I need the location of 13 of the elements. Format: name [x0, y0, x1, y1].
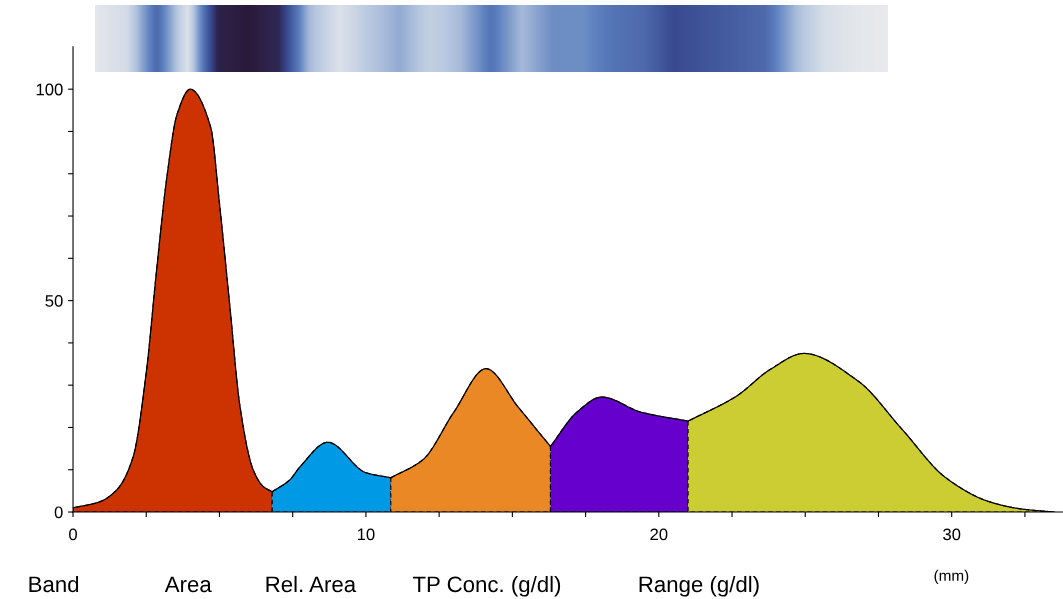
x-axis-title: (mm) — [934, 569, 969, 585]
text: Band — [29, 575, 79, 593]
x-tick-label: 30 — [943, 528, 961, 541]
x-tick-label: 10 — [357, 528, 375, 541]
text: Area — [164, 576, 212, 593]
y-tick-label: 0 — [54, 506, 63, 519]
x-tick-label: 0 — [69, 528, 78, 541]
text: Rel. Area — [266, 575, 357, 593]
text: TP Conc. (g/dl) — [412, 575, 561, 597]
x-tick-label: 20 — [650, 528, 668, 541]
text: Range (g/dl) — [639, 575, 759, 597]
y-tick-label: 50 — [45, 295, 63, 307]
y-tick-label: 100 — [36, 83, 63, 96]
